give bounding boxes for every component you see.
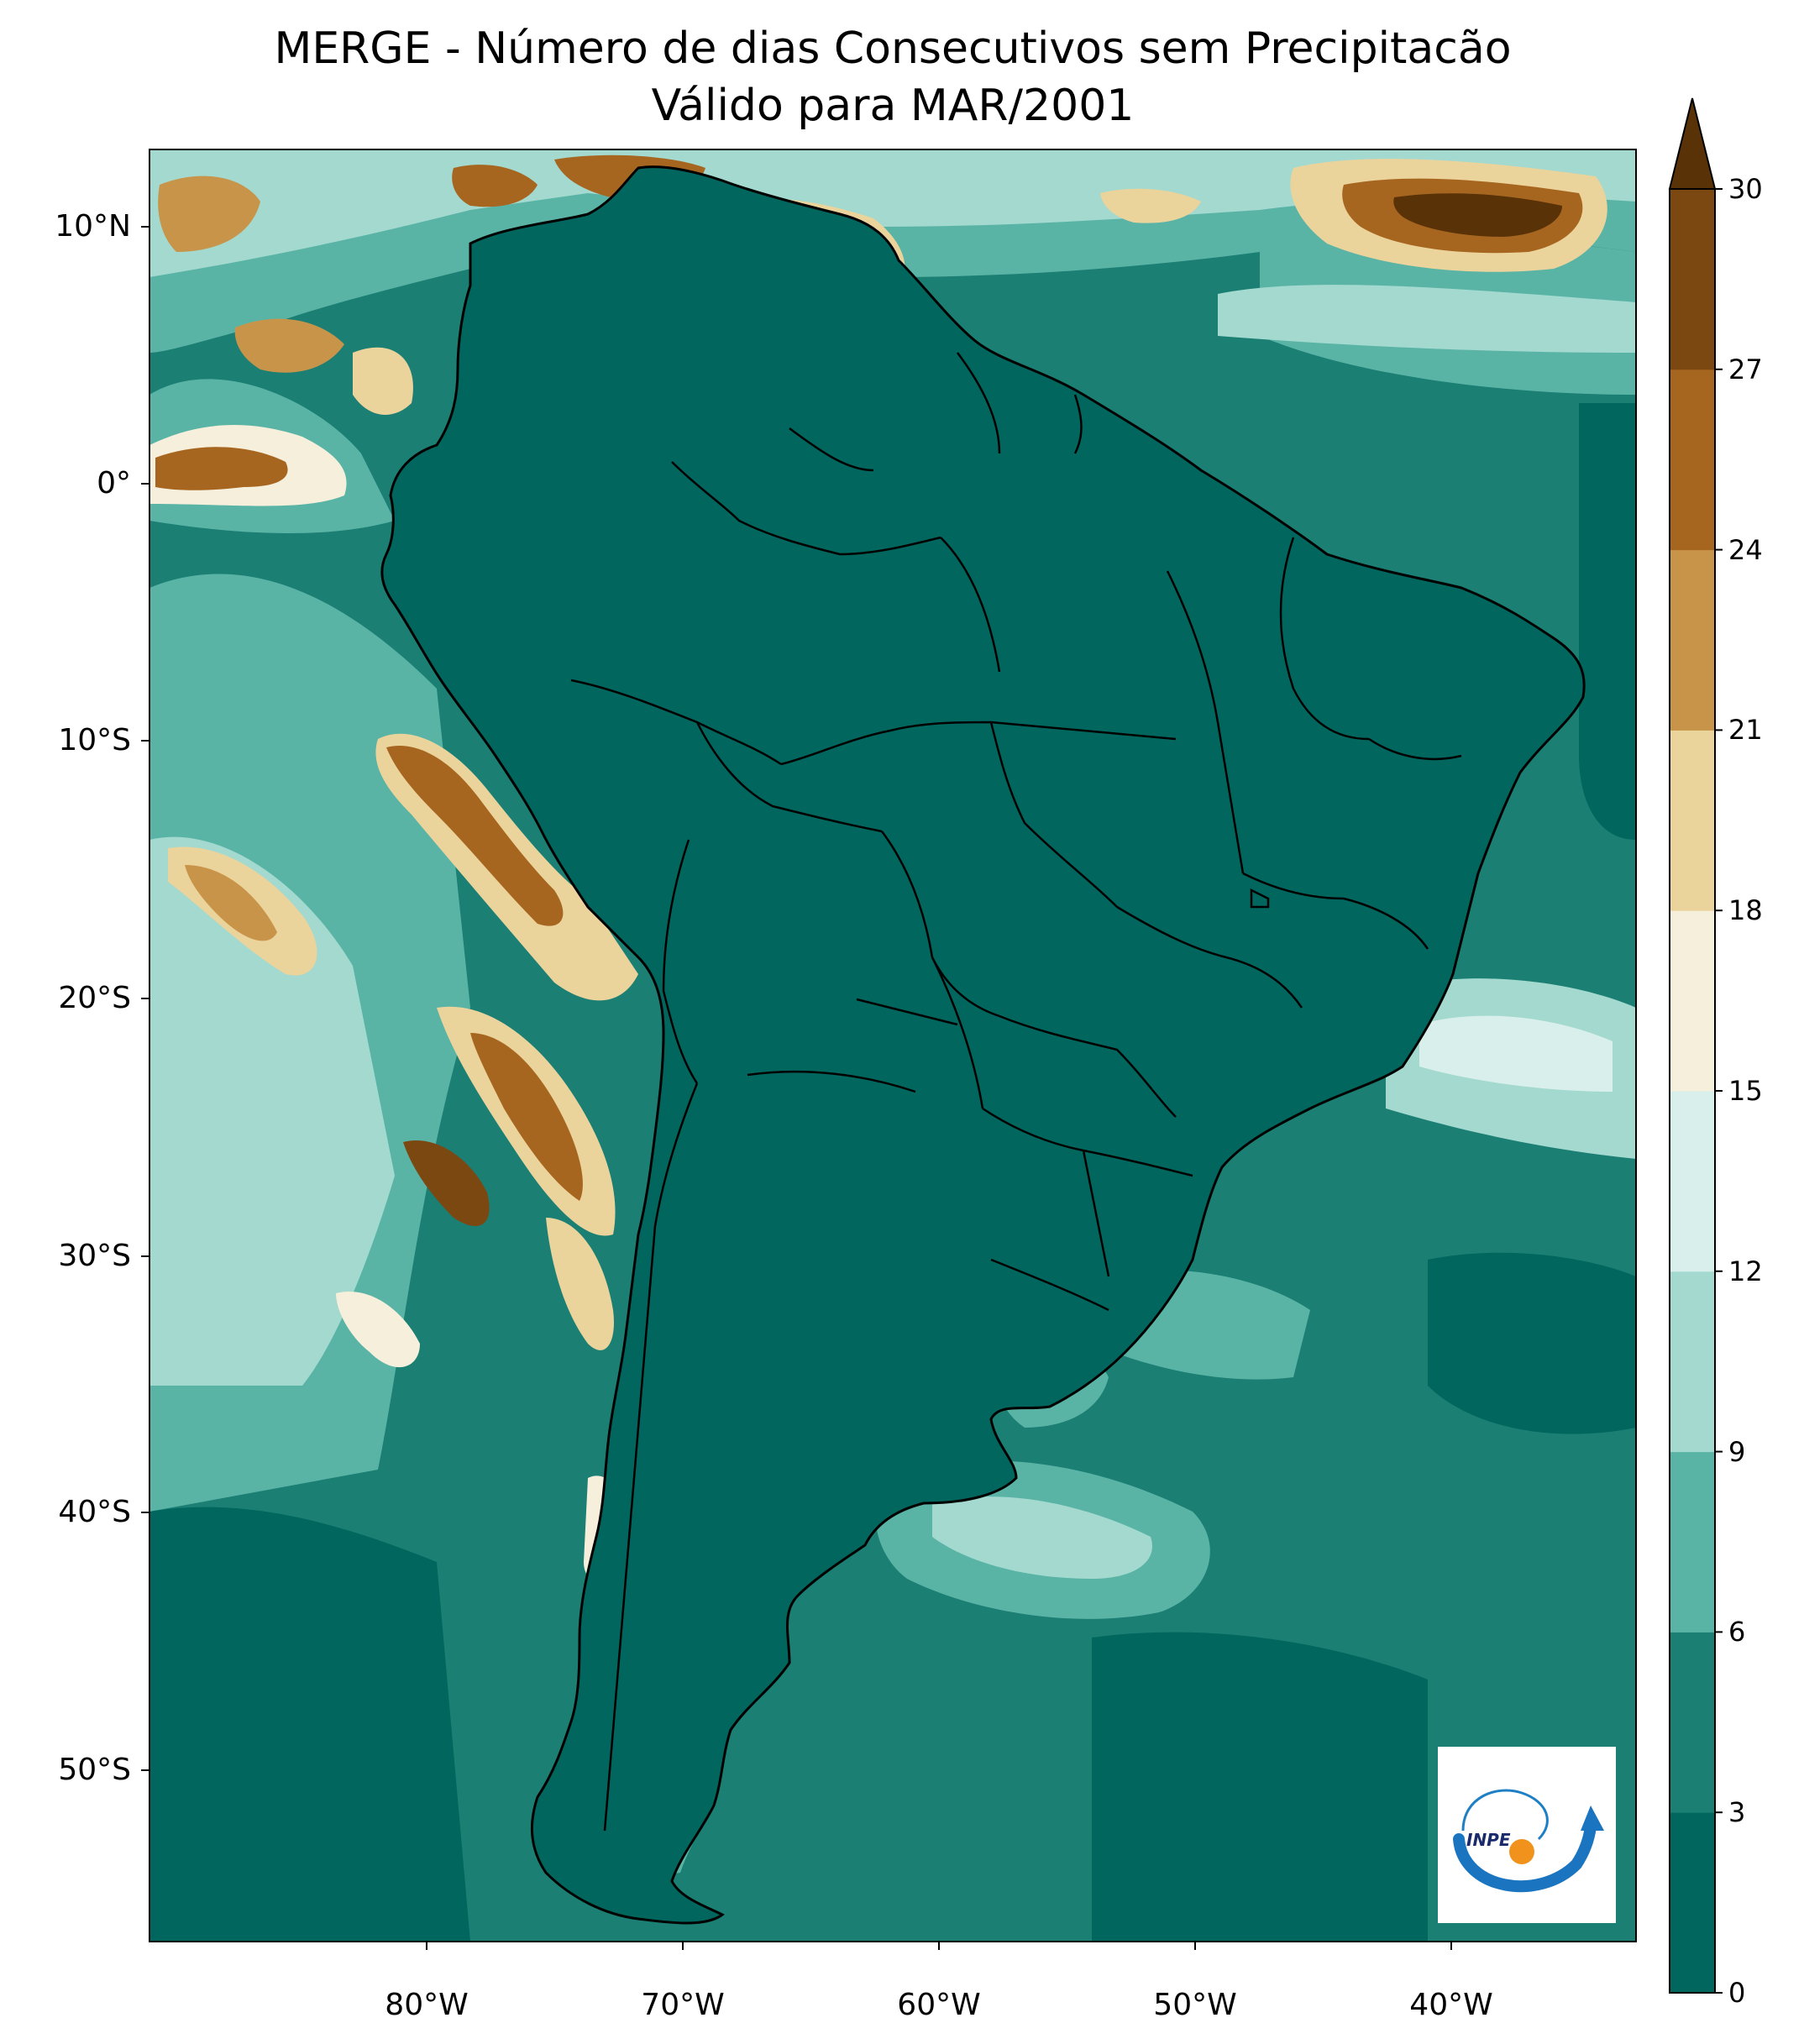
border-line [570,679,782,766]
map-canvas [149,149,1636,1942]
country-borders [380,165,1586,1925]
map-title: MERGE - Número de dias Consecutivos sem … [274,24,1512,74]
colorbar-tick-label: 27 [1728,353,1763,385]
atlantic-lighter-field [1218,285,1636,353]
colorbar-tick-label: 12 [1728,1255,1763,1287]
border-line [603,1082,699,1832]
colorbar-tick-label: 18 [1728,894,1763,927]
colorbar-segment [1670,1812,1715,1994]
border-line [789,427,874,472]
lat-tick-label: 40°S [58,1495,131,1529]
lat-tick-label: 10°S [58,723,131,757]
dark-ocean [1092,1632,1428,1942]
dry-patch [470,1033,583,1201]
border-line [1250,888,1270,909]
colorbar-segment [1670,369,1715,551]
dry-patch [1393,193,1562,237]
colorbar-segment [1670,1271,1715,1453]
border-line [747,1070,916,1093]
dry-patch [155,447,288,490]
inpe-logo-text: INPE [1466,1830,1511,1850]
border-line [940,537,1001,673]
dark-ocean [1428,1252,1636,1434]
colorbar-tick-label: 30 [1728,173,1763,205]
dry-patch [1100,188,1201,223]
border-line [1242,872,1429,950]
lon-tick-label: 80°W [385,1988,469,2022]
border-line [1166,570,1245,874]
colorbar-segment [1670,910,1715,1092]
inpe-logo-icon: INPE [1453,1789,1604,1893]
colorbar-segment [1670,549,1715,731]
border-line [880,831,1000,1018]
border-line [931,956,984,1109]
dry-patch [158,176,260,252]
dry-patch [353,347,413,415]
lon-tick-label: 70°W [641,1988,725,2022]
lat-tick-label: 10°N [55,209,131,244]
lat-tick-label: 20°S [58,981,131,1015]
border-line [662,990,699,1084]
lon-tick-label: 40°W [1409,1988,1493,2022]
inpe-logo: INPE [1438,1747,1616,1923]
lat-tick-label: 0° [97,466,131,501]
colorbar-segment [1670,1451,1715,1633]
axis-ticks [141,226,1452,1950]
dry-patch [386,746,564,926]
atlantic-lighter-field [1419,1015,1613,1092]
border-line [662,839,690,992]
border-line [695,721,883,833]
dark-ocean [1579,403,1636,840]
lon-tick-label: 60°W [897,1988,981,2022]
lat-tick-label: 30°S [58,1239,131,1273]
colorbar [1668,97,1723,1994]
dry-patch [336,1292,420,1368]
border-line [956,352,1001,454]
colorbar-tick-label: 0 [1728,1977,1746,2009]
border-line [671,461,941,556]
border-line [856,998,958,1026]
border-line [1368,737,1462,761]
border-line [990,1258,1109,1312]
border-line [999,1014,1177,1118]
dry-patch [185,865,277,941]
border-line [1073,394,1083,454]
colorbar-segment [1670,189,1715,370]
colorbar-tick-label: 15 [1728,1075,1763,1107]
atlantic-lighter-field [932,1496,1152,1579]
border-line [1082,1150,1110,1277]
colorbar-tick-label: 3 [1728,1796,1746,1829]
border-line [1116,905,1303,1009]
map-frame [149,149,1637,1942]
dry-patch [234,318,344,373]
border-line [780,721,1177,766]
pacific-lighter-field [149,836,395,1386]
dry-patch [452,165,538,207]
dark-ocean [149,1507,470,1942]
colorbar-segment [1670,1091,1715,1272]
colorbar-tick-label: 9 [1728,1435,1746,1468]
lon-tick-label: 50°W [1153,1988,1237,2022]
colorbar-segment [1670,1632,1715,1813]
border-line [1279,537,1370,741]
border-line [989,721,1118,908]
dry-patch [546,1218,614,1350]
dry-patch [403,1140,490,1226]
colorbar-extend-arrow [1668,97,1717,190]
colorbar-tick-label: 6 [1728,1616,1746,1648]
colorbar-tick-label: 21 [1728,714,1763,747]
map-subtitle: Válido para MAR/2001 [651,81,1135,131]
colorbar-segment [1670,730,1715,911]
colorbar-tick-label: 24 [1728,533,1763,566]
lat-tick-label: 50°S [58,1753,131,1787]
